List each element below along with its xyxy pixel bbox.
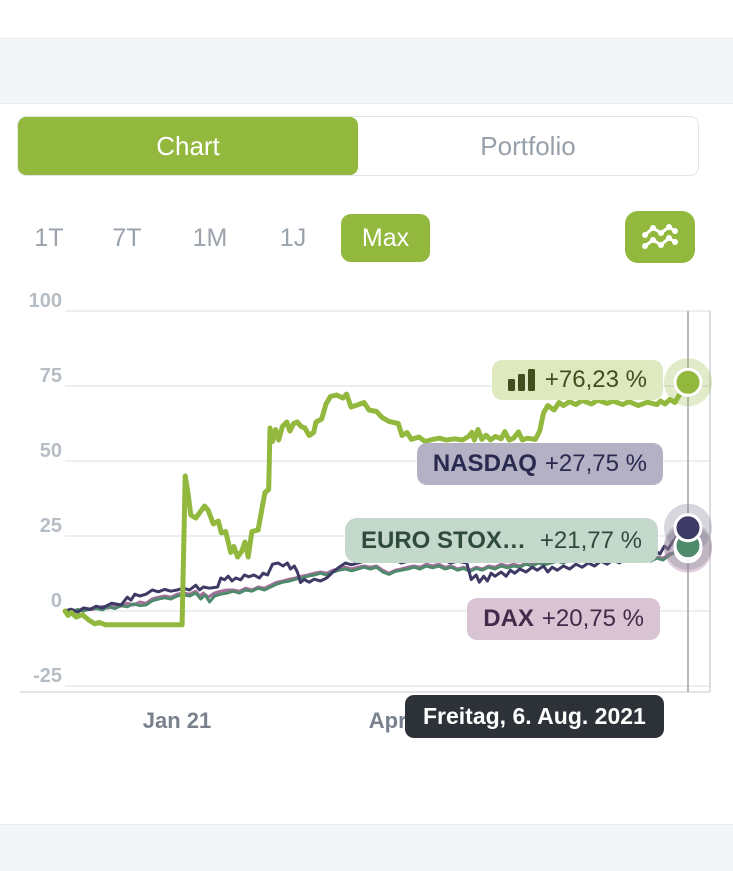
nasdaq-badge: NASDAQ +27,75 %: [416, 443, 663, 485]
y-tick-label: -25: [33, 665, 62, 687]
range-button-7t[interactable]: 7T: [112, 223, 142, 252]
dax-badge-label: DAX: [483, 605, 534, 632]
range-button-max[interactable]: Max: [341, 214, 430, 262]
y-tick-label: 0: [50, 590, 62, 612]
tab-portfolio[interactable]: Portfolio: [480, 130, 576, 161]
bottom-spacer-band: [0, 824, 733, 871]
date-tooltip: Freitag, 6. Aug. 2021: [405, 695, 664, 738]
chart-portfolio-tabbar: Chart Portfolio: [17, 116, 699, 176]
nasdaq-badge-value: +27,75 %: [544, 450, 647, 477]
chart-type-button[interactable]: [625, 211, 695, 263]
multi-line-chart-icon: [641, 222, 679, 252]
y-tick-label: 100: [28, 290, 62, 312]
portfolio-performance-badge: +76,23 %: [491, 360, 663, 400]
portfolio-performance-value: +76,23 %: [544, 366, 647, 393]
euro-stoxx-badge: EURO STOX… +21,77 %: [344, 518, 658, 563]
dax-badge: DAX +20,75 %: [467, 598, 660, 640]
nasdaq-badge-label: NASDAQ: [432, 450, 537, 477]
range-button-1j[interactable]: 1J: [279, 223, 307, 252]
y-tick-label: 50: [39, 440, 62, 462]
range-button-1m[interactable]: 1M: [192, 223, 228, 252]
x-tick-label: Jan 21: [142, 708, 212, 733]
end-dot: [673, 513, 703, 543]
bar-chart-icon: [507, 369, 535, 391]
range-button-1t[interactable]: 1T: [34, 223, 64, 252]
top-spacer-band: [0, 38, 733, 104]
end-dot: [673, 367, 703, 397]
y-tick-label: 75: [39, 365, 62, 387]
tab-chart[interactable]: Chart: [18, 117, 358, 175]
y-tick-label: 25: [39, 515, 62, 537]
series-line-portfolio: [62, 379, 691, 628]
euro-stoxx-badge-label: EURO STOX…: [360, 526, 526, 554]
euro-stoxx-badge-value: +21,77 %: [539, 526, 642, 554]
dax-badge-value: +20,75 %: [541, 605, 644, 632]
